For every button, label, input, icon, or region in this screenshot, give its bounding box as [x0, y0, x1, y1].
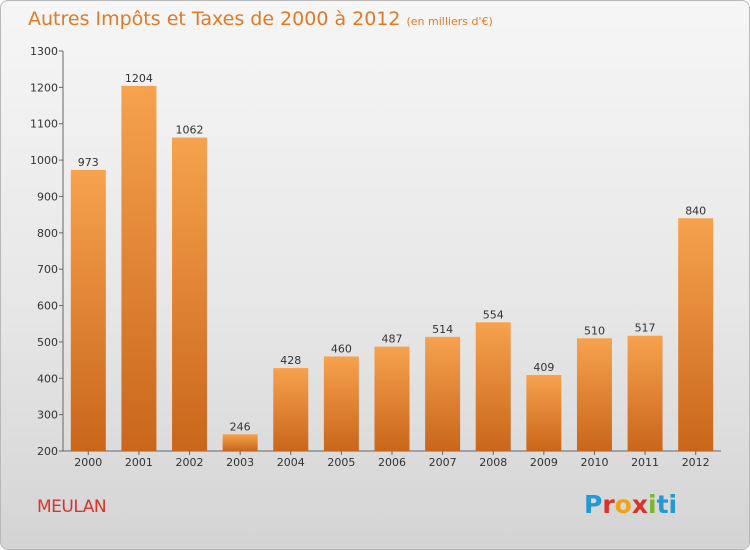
chart-title-text: Autres Impôts et Taxes de 2000 à 2012 [28, 8, 401, 30]
y-tick-label: 1300 [30, 45, 58, 58]
y-tick-label: 800 [37, 227, 58, 240]
x-tick-label: 2006 [378, 456, 406, 469]
bar-value-label: 514 [432, 323, 453, 336]
x-tick-label: 2000 [74, 456, 102, 469]
bar [121, 85, 157, 451]
y-tick-label: 300 [37, 409, 58, 422]
bar-value-label: 554 [483, 308, 504, 321]
logo-letter: x [631, 490, 648, 519]
y-tick-label: 200 [37, 445, 58, 458]
bar [222, 434, 258, 451]
logo-letter: P [584, 490, 603, 519]
chart-subtitle: (en milliers d'€) [406, 15, 493, 28]
x-tick-label: 2005 [327, 456, 355, 469]
logo-letter: r [602, 490, 615, 519]
bar-value-label: 1062 [176, 124, 204, 137]
bar [374, 346, 410, 451]
y-tick-label: 600 [37, 300, 58, 313]
bar-value-label: 840 [685, 204, 706, 217]
bar-value-label: 409 [533, 361, 554, 374]
y-tick-label: 400 [37, 372, 58, 385]
bar-value-label: 517 [635, 322, 656, 335]
logo-letter: t [656, 490, 669, 519]
x-tick-label: 2001 [125, 456, 153, 469]
commune-name: MEULAN [37, 497, 107, 517]
bar [627, 335, 663, 451]
proxiti-logo: Proxiti [584, 490, 677, 519]
bar [678, 218, 714, 451]
logo-letter: i [648, 490, 657, 519]
x-tick-label: 2002 [176, 456, 204, 469]
bar [273, 368, 309, 451]
y-tick-label: 900 [37, 190, 58, 203]
bar-value-label: 487 [382, 333, 403, 346]
x-tick-label: 2007 [429, 456, 457, 469]
bar-value-label: 1204 [125, 72, 153, 85]
bar-value-label: 428 [280, 354, 301, 367]
logo-letter: o [614, 490, 632, 519]
bar [323, 356, 359, 451]
bar [576, 338, 612, 451]
bar [70, 169, 106, 451]
x-tick-label: 2009 [530, 456, 558, 469]
bar [526, 375, 562, 451]
y-tick-label: 1200 [30, 81, 58, 94]
y-tick-label: 700 [37, 263, 58, 276]
logo-letter: i [668, 490, 678, 519]
bar-value-label: 973 [78, 156, 99, 169]
x-tick-label: 2008 [479, 456, 507, 469]
bar-value-label: 246 [230, 420, 251, 433]
x-tick-label: 2010 [580, 456, 608, 469]
y-tick-label: 1100 [30, 118, 58, 131]
bar [172, 137, 208, 451]
x-tick-label: 2004 [277, 456, 305, 469]
bar-value-label: 510 [584, 324, 605, 337]
x-tick-label: 2003 [226, 456, 254, 469]
bar [425, 336, 461, 451]
y-tick-label: 1000 [30, 154, 58, 167]
bar-value-label: 460 [331, 342, 352, 355]
x-tick-label: 2012 [682, 456, 710, 469]
bar [475, 322, 511, 451]
x-tick-label: 2011 [631, 456, 659, 469]
y-tick-label: 500 [37, 336, 58, 349]
chart-title: Autres Impôts et Taxes de 2000 à 2012 (en… [28, 8, 493, 30]
